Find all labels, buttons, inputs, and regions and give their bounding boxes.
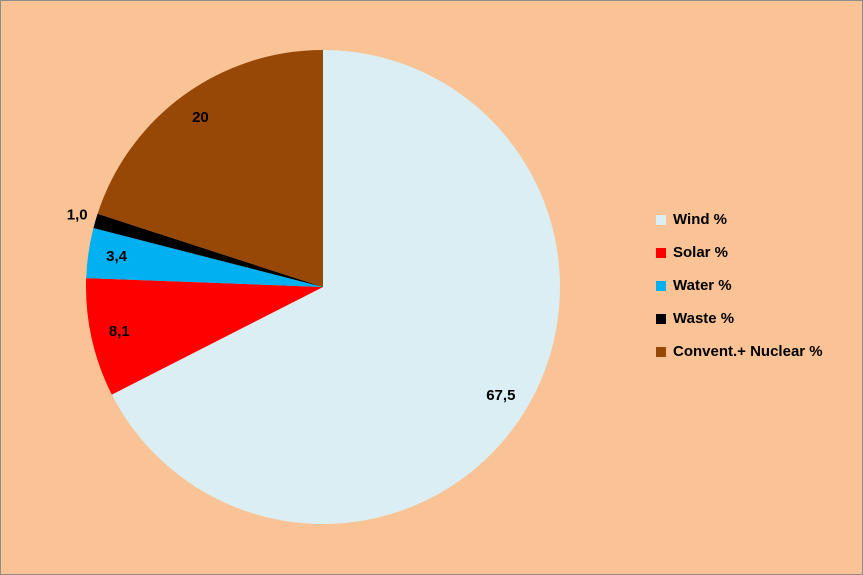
data-label: 67,5 <box>486 387 515 404</box>
data-label: 3,4 <box>106 248 128 265</box>
legend-swatch <box>656 248 666 258</box>
pie-slice <box>97 50 323 287</box>
data-label: 20 <box>192 109 209 126</box>
legend-label: Water % <box>673 277 732 294</box>
legend-swatch <box>656 215 666 225</box>
legend-label: Wind % <box>673 211 727 228</box>
data-label: 8,1 <box>109 323 130 340</box>
legend-label: Waste % <box>673 310 734 327</box>
pie-slice <box>93 213 323 287</box>
legend-label: Solar % <box>673 244 728 261</box>
data-label: 1,0 <box>67 207 88 224</box>
legend-swatch <box>656 281 666 291</box>
pie-slice <box>85 278 323 395</box>
pie-slice <box>86 228 323 287</box>
pie-slice <box>111 50 561 524</box>
legend-label: Convent.+ Nuclear % <box>673 343 823 360</box>
legend-swatch <box>656 347 666 357</box>
legend-swatch <box>656 314 666 324</box>
